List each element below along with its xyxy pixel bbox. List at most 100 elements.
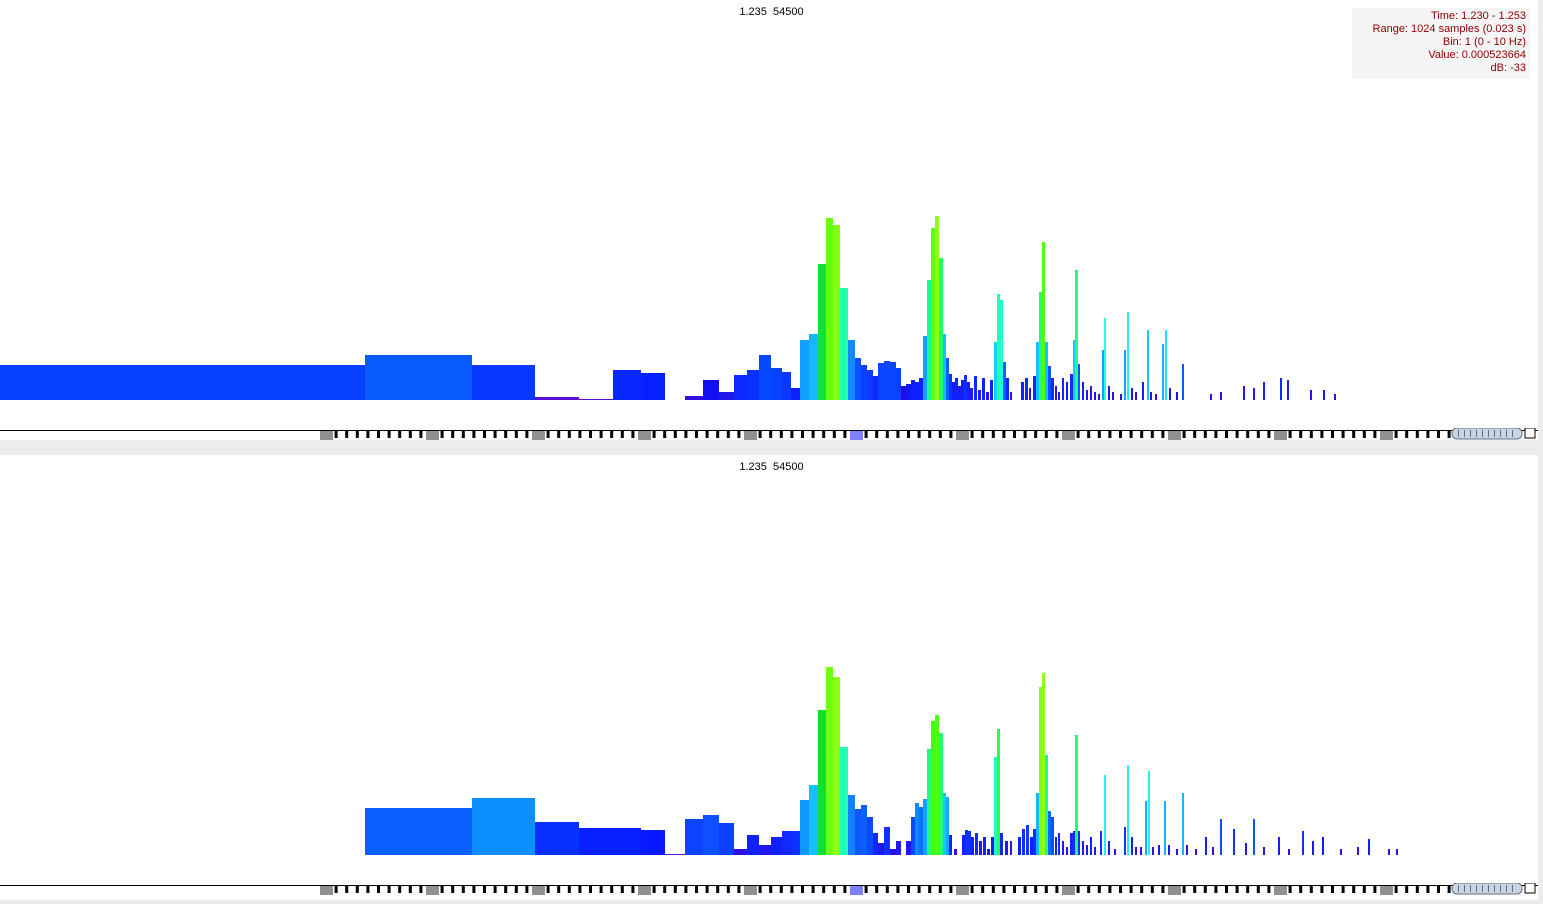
piano-key[interactable] <box>843 431 847 438</box>
piano-keyboard[interactable] <box>0 883 1538 899</box>
piano-key[interactable] <box>684 886 688 893</box>
piano-key[interactable] <box>1299 886 1303 893</box>
spectrum-plot[interactable] <box>0 0 1538 420</box>
piano-key[interactable] <box>811 431 815 438</box>
piano-key[interactable] <box>1193 431 1197 438</box>
piano-key[interactable] <box>832 886 836 893</box>
piano-key[interactable] <box>1246 886 1250 893</box>
piano-key[interactable] <box>970 886 974 893</box>
piano-key[interactable] <box>1129 431 1133 438</box>
piano-key[interactable] <box>1140 886 1144 893</box>
piano-key[interactable] <box>864 431 868 438</box>
spectrum-plot[interactable] <box>0 455 1538 875</box>
piano-key[interactable] <box>790 431 794 438</box>
piano-key[interactable] <box>956 431 969 440</box>
piano-key[interactable] <box>610 886 614 893</box>
piano-key[interactable] <box>387 431 391 438</box>
piano-key[interactable] <box>355 431 359 438</box>
piano-key[interactable] <box>1373 886 1377 893</box>
piano-key[interactable] <box>504 886 508 893</box>
piano-key[interactable] <box>737 886 741 893</box>
piano-key[interactable] <box>811 886 815 893</box>
piano-key[interactable] <box>1320 886 1324 893</box>
piano-key[interactable] <box>758 431 762 438</box>
piano-key[interactable] <box>695 431 698 438</box>
piano-key[interactable] <box>1437 431 1440 438</box>
piano-key[interactable] <box>744 431 757 440</box>
piano-key[interactable] <box>1055 431 1059 438</box>
piano-key[interactable] <box>726 886 730 893</box>
piano-key[interactable] <box>1002 886 1006 893</box>
piano-key[interactable] <box>504 431 508 438</box>
piano-key[interactable] <box>1394 431 1398 438</box>
piano-key[interactable] <box>1002 431 1006 438</box>
piano-key[interactable] <box>938 886 942 893</box>
piano-key[interactable] <box>387 886 391 893</box>
piano-key[interactable] <box>377 886 380 893</box>
piano-key[interactable] <box>1108 886 1112 893</box>
piano-key[interactable] <box>1405 431 1409 438</box>
piano-key[interactable] <box>1274 431 1287 440</box>
piano-key[interactable] <box>1034 431 1038 438</box>
piano-key[interactable] <box>483 431 486 438</box>
piano-key[interactable] <box>1341 886 1345 893</box>
piano-key[interactable] <box>801 886 804 893</box>
piano-key[interactable] <box>695 886 698 893</box>
piano-key[interactable] <box>1256 886 1260 893</box>
piano-key[interactable] <box>1235 886 1239 893</box>
piano-key[interactable] <box>991 431 995 438</box>
piano-key[interactable] <box>970 431 974 438</box>
piano-key[interactable] <box>377 431 380 438</box>
piano-key[interactable] <box>366 431 370 438</box>
piano-key[interactable] <box>426 431 439 440</box>
piano-key[interactable] <box>345 886 349 893</box>
piano-key[interactable] <box>631 886 635 893</box>
piano-key[interactable] <box>769 886 773 893</box>
piano-key[interactable] <box>1331 431 1334 438</box>
piano-key[interactable] <box>1150 886 1154 893</box>
zoom-box-icon[interactable] <box>1524 883 1536 894</box>
piano-key[interactable] <box>334 431 338 438</box>
piano-key[interactable] <box>673 886 677 893</box>
piano-key[interactable] <box>907 431 910 438</box>
piano-key[interactable] <box>1394 886 1398 893</box>
piano-key[interactable] <box>578 431 582 438</box>
piano-key[interactable] <box>1225 886 1228 893</box>
piano-key[interactable] <box>320 886 333 895</box>
piano-key[interactable] <box>1087 431 1091 438</box>
spectrum-pane-top[interactable]: 1.235 54500 Time: 1.230 - 1.253 Range: 1… <box>0 0 1538 440</box>
piano-key[interactable] <box>1447 431 1451 438</box>
piano-key[interactable] <box>419 886 423 893</box>
piano-key[interactable] <box>663 431 667 438</box>
piano-key[interactable] <box>599 886 603 893</box>
piano-key[interactable] <box>525 431 529 438</box>
piano-key[interactable] <box>451 886 455 893</box>
piano-key[interactable] <box>1203 431 1207 438</box>
piano-key[interactable] <box>758 886 762 893</box>
piano-key[interactable] <box>472 431 476 438</box>
piano-key[interactable] <box>1267 431 1271 438</box>
piano-key[interactable] <box>1447 886 1451 893</box>
piano-key[interactable] <box>483 886 486 893</box>
piano-key[interactable] <box>1274 886 1287 895</box>
piano-key[interactable] <box>631 431 635 438</box>
piano-key[interactable] <box>652 886 656 893</box>
piano-key[interactable] <box>949 431 953 438</box>
piano-key[interactable] <box>1097 431 1101 438</box>
piano-key[interactable] <box>1256 431 1260 438</box>
piano-key[interactable] <box>345 431 349 438</box>
piano-key[interactable] <box>1087 886 1091 893</box>
piano-key[interactable] <box>620 431 624 438</box>
piano-key[interactable] <box>355 886 359 893</box>
piano-key[interactable] <box>1013 431 1016 438</box>
keyboard-scroll-thumb[interactable] <box>1451 883 1523 895</box>
piano-key[interactable] <box>1331 886 1334 893</box>
piano-key[interactable] <box>663 886 667 893</box>
piano-key[interactable] <box>1044 886 1048 893</box>
piano-key[interactable] <box>928 886 932 893</box>
piano-key[interactable] <box>408 886 412 893</box>
piano-key[interactable] <box>850 886 863 895</box>
piano-key[interactable] <box>779 886 783 893</box>
piano-key[interactable] <box>1415 886 1419 893</box>
piano-key[interactable] <box>1225 431 1228 438</box>
